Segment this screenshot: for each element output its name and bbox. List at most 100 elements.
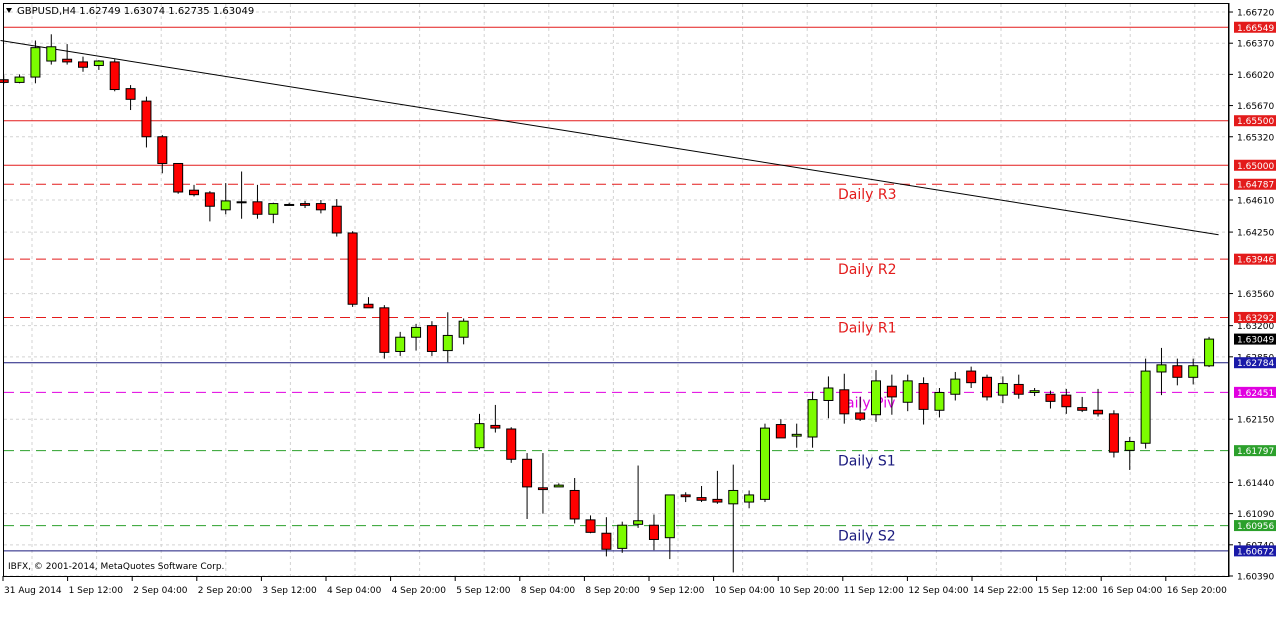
candle-body [109, 61, 120, 91]
candle-body [1140, 370, 1151, 444]
candle [1204, 336, 1215, 368]
level-price-tag-label: 1.65000 [1237, 162, 1274, 172]
price-axis: 1.66720 1.66370 1.66020 1.65670 1.65320 1.646… [1229, 9, 1274, 583]
candle-body [918, 383, 929, 410]
candle [189, 184, 200, 197]
candle-body [220, 200, 231, 211]
candle-body [141, 100, 152, 138]
candle [775, 419, 786, 439]
candle-body [506, 428, 517, 460]
candle [411, 323, 422, 351]
price-tick-label: 1.65670 [1237, 102, 1274, 112]
candle-body [712, 498, 723, 503]
candle [886, 374, 897, 415]
candle [1029, 388, 1040, 397]
candle-body [807, 399, 818, 438]
candle [442, 312, 453, 363]
candle [458, 318, 469, 345]
level-price-tag [1234, 115, 1276, 127]
level-price-tag [1234, 520, 1276, 532]
candle [1156, 347, 1167, 396]
candle-body [46, 46, 57, 62]
candle [347, 231, 358, 307]
candle-body [886, 385, 897, 398]
price-tick-label: 1.66370 [1237, 40, 1274, 50]
time-tick-label: 8 Sep 04:00 [521, 586, 576, 596]
candle [871, 370, 881, 422]
candle-body [30, 47, 41, 78]
candle [966, 366, 977, 389]
candle [125, 85, 136, 111]
candle [791, 423, 802, 448]
candle [648, 514, 659, 551]
candle-body [1188, 365, 1199, 378]
candle-body [363, 303, 374, 309]
candle [395, 331, 406, 356]
grid-layer [4, 4, 1228, 577]
time-tick-label: 4 Sep 04:00 [327, 586, 382, 596]
candle [1108, 410, 1119, 458]
candle [1172, 358, 1183, 386]
level-price-tag [1234, 445, 1276, 457]
candle-body [569, 489, 580, 520]
candle-body [395, 336, 406, 352]
time-tick-label: 4 Sep 20:00 [392, 586, 447, 596]
candle [744, 490, 755, 509]
candle-body [173, 162, 184, 193]
time-tick-label: 12 Sep 04:00 [908, 586, 968, 596]
candle-body [1013, 383, 1024, 395]
candle [157, 134, 168, 174]
candle-body [379, 307, 390, 353]
time-tick-label: 14 Sep 22:00 [973, 586, 1033, 596]
price-tick-label: 1.66720 [1237, 9, 1274, 19]
level-price-tag-label: 1.64787 [1237, 181, 1274, 191]
candle-body [1156, 364, 1167, 373]
level-price-tag [1234, 386, 1276, 398]
candle [759, 423, 770, 503]
candle [664, 494, 675, 560]
level-price-tag-label: 1.62451 [1237, 389, 1274, 399]
symbol-header: GBPUSD,H4 1.62749 1.63074 1.62735 1.6304… [17, 6, 254, 17]
candle-body [1172, 365, 1183, 378]
candle [300, 200, 311, 209]
candle-body [648, 524, 659, 540]
plot-border [3, 3, 1229, 577]
time-tick-label: 9 Sep 12:00 [650, 586, 705, 596]
time-axis: 31 Aug 2014 1 Sep 12:00 2 Sep 04:00 2 Sep 2… [2, 576, 1227, 596]
level-price-tag [1234, 159, 1276, 171]
candle [982, 374, 993, 401]
time-tick-label: 15 Sep 12:00 [1038, 586, 1098, 596]
candle [553, 483, 564, 488]
candle-body [997, 383, 1008, 396]
candle-body [871, 380, 881, 416]
candle-body [125, 88, 136, 100]
candle-body [490, 424, 501, 429]
level-name-label: Daily S1 [838, 454, 896, 470]
candle-body [775, 424, 786, 439]
candle-body [411, 326, 422, 338]
level-price-tag [1234, 357, 1276, 369]
candle-body [823, 387, 834, 401]
candle [728, 464, 739, 573]
level-price-tag [1234, 545, 1276, 557]
level-name-label: Daily R1 [838, 320, 897, 336]
dropdown-triangle-icon[interactable] [6, 8, 12, 13]
price-tick-label: 1.66020 [1237, 71, 1274, 81]
candle [1093, 388, 1104, 417]
level-price-tag-label: 1.60672 [1237, 547, 1274, 557]
candle-body [839, 389, 850, 415]
candle [1077, 396, 1088, 413]
candle [78, 56, 88, 72]
candle [918, 377, 929, 425]
candle-body [696, 497, 707, 501]
candle-body [347, 232, 358, 305]
candle [93, 60, 104, 70]
candle-body [982, 376, 993, 398]
candle-body [252, 201, 263, 215]
candle-body [474, 423, 485, 449]
level-name-label: Daily R3 [838, 187, 897, 203]
candle-body [14, 76, 25, 83]
candle [585, 515, 596, 534]
level-price-tag [1234, 311, 1276, 323]
